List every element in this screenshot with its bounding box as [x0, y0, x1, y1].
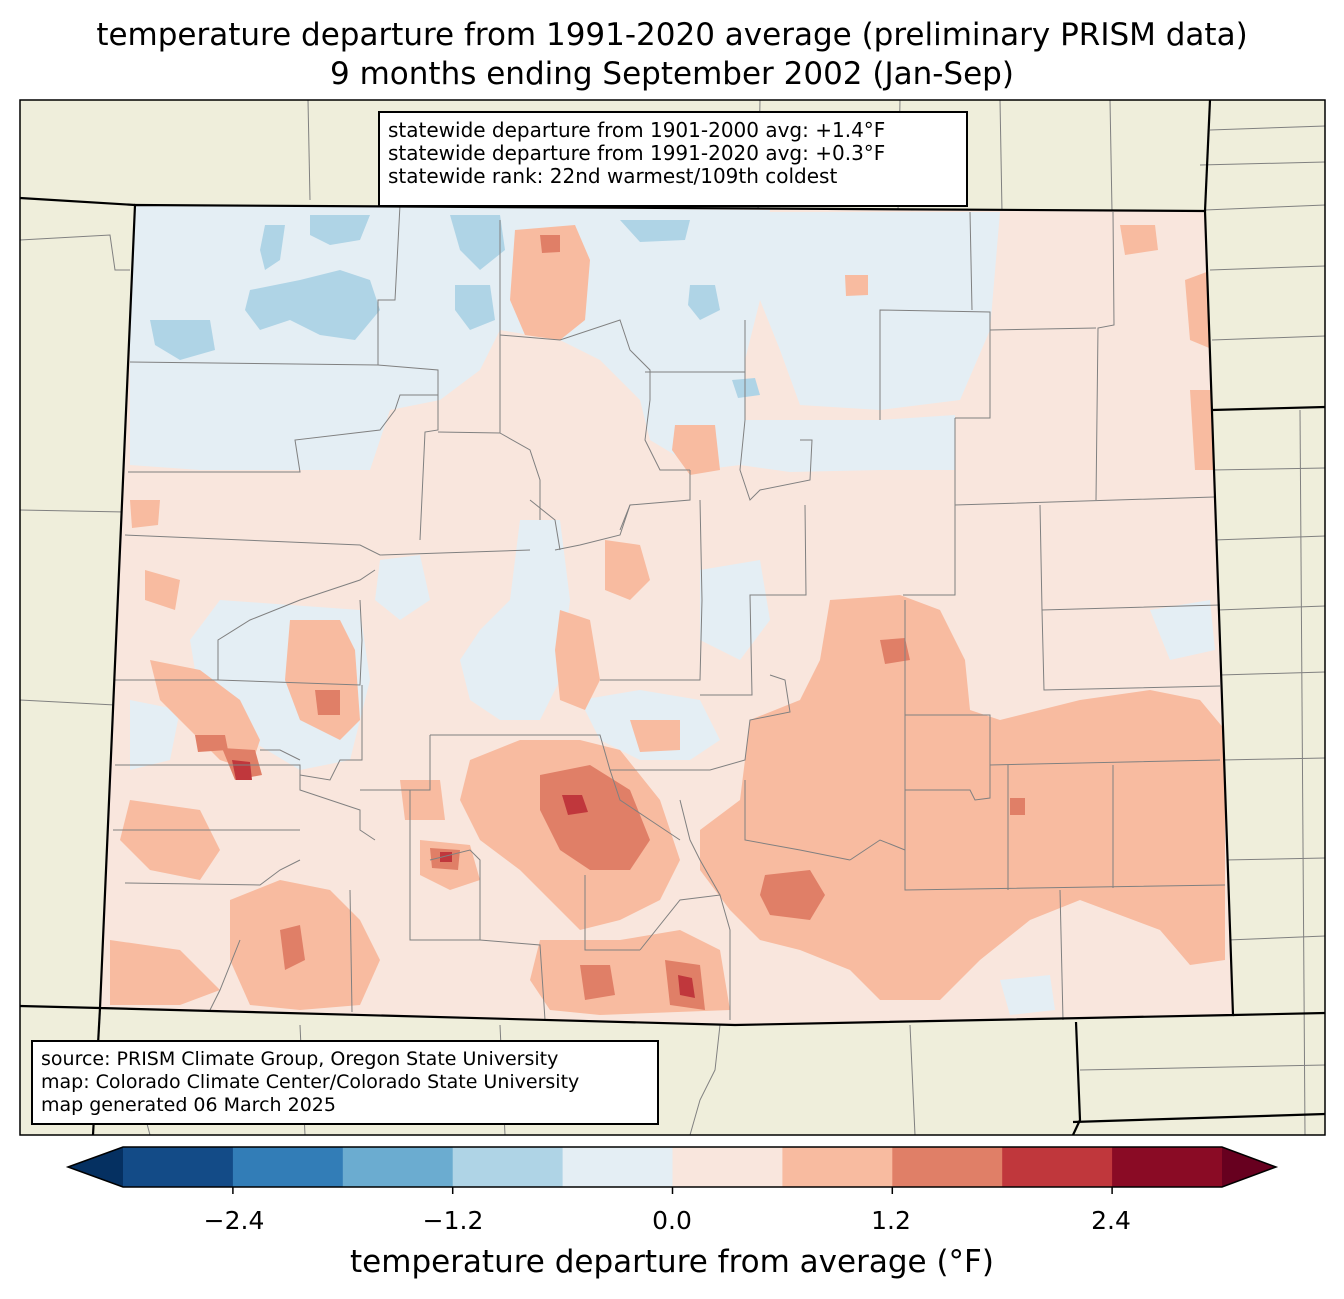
- colorbar-segment: [782, 1147, 893, 1187]
- colorbar-segment: [1002, 1147, 1113, 1187]
- colorado-county-lines: [113, 204, 1226, 1021]
- stats-rank: statewide rank: 22nd warmest/109th colde…: [388, 164, 838, 188]
- stats-departure-1991-2020: statewide departure from 1991-2020 avg: …: [388, 141, 886, 165]
- colorbar-extend-low: [68, 1147, 123, 1187]
- colorbar-segment: [892, 1147, 1003, 1187]
- colorbar-segment: [562, 1147, 674, 1187]
- colorbar-tick-label: 2.4: [1091, 1206, 1131, 1235]
- colorbar: [65, 1146, 1279, 1194]
- colorbar-segment: [1112, 1147, 1223, 1187]
- map-credit-line: map: Colorado Climate Center/Colorado St…: [41, 1071, 580, 1093]
- statewide-stats-box: statewide departure from 1901-2000 avg: …: [378, 111, 968, 207]
- colorbar-tick-label: −2.4: [203, 1206, 265, 1235]
- colorbar-segment: [232, 1147, 344, 1187]
- colorbar-label: temperature departure from average (°F): [350, 1244, 994, 1280]
- generated-date-line: map generated 06 March 2025: [41, 1094, 336, 1116]
- temperature-field: [100, 205, 1233, 1025]
- colorbar-segment: [672, 1147, 783, 1187]
- source-line: source: PRISM Climate Group, Oregon Stat…: [41, 1048, 559, 1070]
- colorbar-tick-label: −1.2: [422, 1206, 484, 1235]
- colorbar-extend-high: [1222, 1147, 1276, 1187]
- colorbar-tick-label: 1.2: [871, 1206, 911, 1235]
- map-title-line1: temperature departure from 1991-2020 ave…: [96, 17, 1248, 53]
- colorbar-segment: [342, 1147, 454, 1187]
- map-title-line2: 9 months ending September 2002 (Jan-Sep): [330, 56, 1014, 92]
- colorbar-outline: [65, 1146, 1279, 1188]
- map-frame: [19, 99, 1326, 1136]
- colorbar-tick-label: 0.0: [652, 1206, 692, 1235]
- colorado-border: [98, 203, 1235, 1027]
- colorbar-segment: [123, 1147, 234, 1187]
- source-box: source: PRISM Climate Group, Oregon Stat…: [31, 1040, 659, 1125]
- colorbar-segment: [452, 1147, 564, 1187]
- stats-departure-1901-2000: statewide departure from 1901-2000 avg: …: [388, 118, 886, 142]
